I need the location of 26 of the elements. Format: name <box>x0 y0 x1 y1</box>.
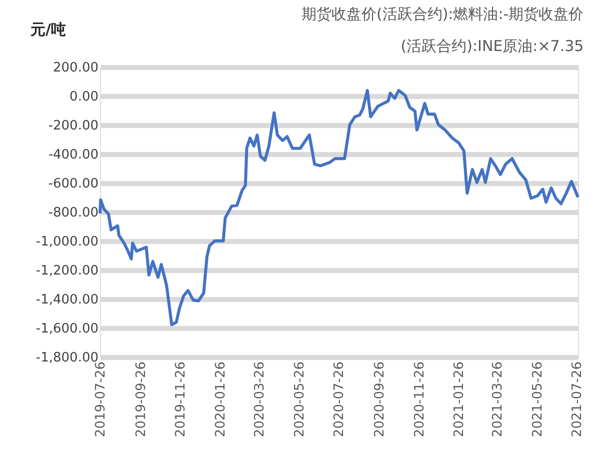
y-tick-label: -1,200.00 <box>36 264 98 278</box>
x-tick-label: 2019-09-26 <box>134 362 149 438</box>
x-tick-label: 2019-11-26 <box>174 362 189 438</box>
y-tick-label: -600.00 <box>48 176 98 192</box>
x-tick-label: 2021-05-26 <box>530 362 546 438</box>
y-tick-label: 0.00 <box>70 90 98 104</box>
y-tick-label: -1,400.00 <box>36 292 98 308</box>
x-tick-label: 2020-03-26 <box>252 362 268 438</box>
chart-title: 期货收盘价(活跃合约):燃料油:-期货收盘价(活跃合约):INE原油:×7.35 <box>301 5 584 55</box>
x-tick-label: 2021-01-26 <box>452 362 468 438</box>
x-tick-label: 2021-07-26 <box>570 362 586 438</box>
x-tick-label: 2020-01-26 <box>213 362 228 438</box>
y-axis-title: 元/吨 <box>30 20 66 38</box>
x-tick-label: 2020-09-26 <box>372 362 388 438</box>
y-tick-label: -800.00 <box>48 206 98 220</box>
y-tick-label: -200.00 <box>48 118 98 134</box>
line-series <box>98 88 580 326</box>
x-tick-label: 2020-05-26 <box>292 362 308 438</box>
y-tick-label: -1,000.00 <box>36 234 98 250</box>
x-tick-label: 2020-07-26 <box>332 362 348 438</box>
y-tick-label: -400.00 <box>48 148 98 162</box>
x-tick-label: 2021-03-26 <box>490 362 506 438</box>
y-tick-label: -1,600.00 <box>36 322 98 336</box>
x-tick-label: 2020-11-26 <box>412 362 428 438</box>
x-tick-label: 2019-07-26 <box>94 362 108 438</box>
y-tick-label: 200.00 <box>53 60 98 76</box>
